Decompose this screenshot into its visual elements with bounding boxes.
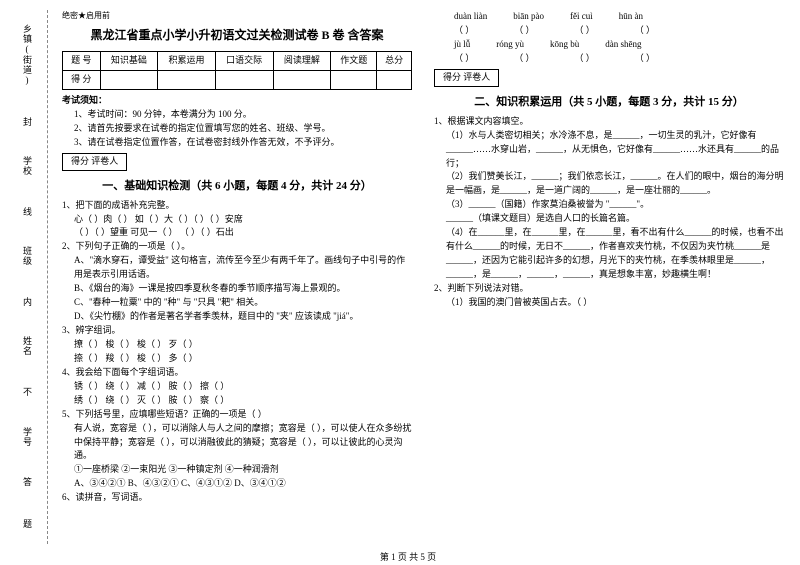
score-blank xyxy=(377,70,412,89)
py8: dàn shēng xyxy=(605,38,641,52)
binding-marker-bu: 不 xyxy=(23,385,32,398)
page-footer: 第 1 页 共 5 页 xyxy=(8,550,800,563)
py2: biān pào xyxy=(513,10,544,24)
binding-marker-xian: 线 xyxy=(23,205,32,218)
score-blank xyxy=(215,70,273,89)
q2-c: C、"春种一粒粟" 中的 "种" 与 "只具 "耙" 相关。 xyxy=(62,296,412,310)
pinyin-row2: jù lǚ róng yù kōng bù dàn shēng xyxy=(434,38,784,52)
s2q1-stem: 1、根据课文内容填空。 xyxy=(434,115,784,129)
score-r2: 得 分 xyxy=(63,70,101,89)
score-blank xyxy=(273,70,331,89)
paren: （ ） xyxy=(635,24,655,38)
paren: （ ） xyxy=(514,52,534,66)
page-container: 乡镇(街道) 封 学校 线 班级 内 姓名 不 学号 答 题 绝密★启用前 黑龙… xyxy=(0,0,800,548)
q2-b: B、《烟台的海》一课是按四季夏秋冬春的季节顺序描写海上景观的。 xyxy=(62,282,412,296)
section1-title: 一、基础知识检测（共 6 小题，每题 4 分，共计 24 分） xyxy=(62,178,412,195)
py7: kōng bù xyxy=(550,38,579,52)
score-h6: 总分 xyxy=(377,51,412,70)
score-h4: 阅读理解 xyxy=(273,51,331,70)
score-h0: 题 号 xyxy=(63,51,101,70)
py6: róng yù xyxy=(496,38,524,52)
binding-marker-feng: 封 xyxy=(23,115,32,128)
binding-label-id: 学号 xyxy=(21,427,34,447)
paren: （ ） xyxy=(635,52,655,66)
q2-stem: 2、下列句子正确的一项是（ ）。 xyxy=(62,240,412,254)
s2q1-i4: ______（填课文题目）是选自人口的长篇名篇。 xyxy=(434,212,784,226)
notice-3: 3、请在试卷指定位置作答，在试卷密封线外作答无效，不予评分。 xyxy=(62,136,412,150)
score-h5: 作文题 xyxy=(331,51,377,70)
s2q1-i2: （2）我们赞美长江，______；我们依恋长江，______。在人们的眼中，烟台… xyxy=(434,170,784,198)
s2q1-i5: （4）在______里，在______里，在______里，看不出有什么____… xyxy=(434,226,784,282)
s2q2-stem: 2、判断下列说法对错。 xyxy=(434,282,784,296)
exam-title: 黑龙江省重点小学小升初语文过关检测试卷 B 卷 含答案 xyxy=(62,26,412,45)
notice-head: 考试须知： xyxy=(62,94,412,108)
q3-line1: 撩（ ） 梭（ ） 梭（ ） 歹（ ） xyxy=(62,338,412,352)
q5-opts: ①一座桥梁 ②一束阳光 ③一种镇定剂 ④一种润滑剂 xyxy=(62,463,412,477)
binding-label-class: 班级 xyxy=(21,246,34,266)
notice-2: 2、请首先按要求在试卷的指定位置填写您的姓名、班级、学号。 xyxy=(62,122,412,136)
py1: duàn liàn xyxy=(454,10,487,24)
py4: hūn àn xyxy=(619,10,643,24)
binding-marker-nei: 内 xyxy=(23,295,32,308)
paren: （ ） xyxy=(575,24,595,38)
q5-stem: 5、下列括号里，应填哪些短语？正确的一项是（ ） xyxy=(62,408,412,422)
q5-a: A、③④②① B、④③②① C、④③①② D、③④①② xyxy=(62,477,412,491)
score-h3: 口语交际 xyxy=(215,51,273,70)
s2q1-i1: （1）水与人类密切相关；水冷涤不息，是______，一切生灵的乳汁，它好像有__… xyxy=(434,129,784,171)
q1-stem: 1、把下面的成语补充完整。 xyxy=(62,199,412,213)
score-blank xyxy=(158,70,216,89)
score-table: 题 号 知识基础 积累运用 口语交际 阅读理解 作文题 总分 得 分 xyxy=(62,51,412,90)
q3-line2: 捺（ ） 羧（ ） 梭（ ） 多（ ） xyxy=(62,352,412,366)
section2-title: 二、知识积累运用（共 5 小题，每题 3 分，共计 15 分） xyxy=(434,94,784,111)
s2q1-i3: （3）______（国籍）作家莫泊桑被誉为 "______"。 xyxy=(434,198,784,212)
secret-label: 绝密★启用前 xyxy=(62,10,412,22)
paren-row2: （ ） （ ） （ ） （ ） xyxy=(434,52,784,66)
q3-stem: 3、辨字组词。 xyxy=(62,324,412,338)
paren-row1: （ ） （ ） （ ） （ ） xyxy=(434,24,784,38)
binding-label-name: 姓名 xyxy=(21,336,34,356)
score-header-row: 题 号 知识基础 积累运用 口语交际 阅读理解 作文题 总分 xyxy=(63,51,412,70)
right-column: duàn liàn biān pào fěi cuì hūn àn （ ） （ … xyxy=(426,10,792,544)
notice-1: 1、考试时间：90 分钟，本卷满分为 100 分。 xyxy=(62,108,412,122)
pinyin-row1: duàn liàn biān pào fěi cuì hūn àn xyxy=(434,10,784,24)
binding-label-xiang: 乡镇(街道) xyxy=(21,24,34,86)
py3: fěi cuì xyxy=(570,10,593,24)
q6-stem: 6、读拼音，写词语。 xyxy=(62,491,412,505)
score-h1: 知识基础 xyxy=(100,51,158,70)
paren: （ ） xyxy=(454,52,474,66)
q4-line1: 锈（ ） 绕（ ） 减（ ） 胺（ ） 擦（ ） xyxy=(62,380,412,394)
scorer-box-right: 得分 评卷人 xyxy=(434,69,499,87)
q4-line2: 绣（ ） 绕（ ） 灭（ ） 胺（ ） 察（ ） xyxy=(62,394,412,408)
scorer-box-left: 得分 评卷人 xyxy=(62,153,127,171)
paren: （ ） xyxy=(454,24,474,38)
score-blank xyxy=(331,70,377,89)
paren: （ ） xyxy=(575,52,595,66)
left-column: 绝密★启用前 黑龙江省重点小学小升初语文过关检测试卷 B 卷 含答案 题 号 知… xyxy=(54,10,420,544)
q2-a: A、"滴水穿石，谭受益" 这句格言，流传至今至少有两千年了。画线句子中引号的作用… xyxy=(62,254,412,282)
q5-body: 有人说，宽容是（ ），可以消除人与人之间的摩擦；宽容是（ ），可以使人在众多纷扰… xyxy=(62,422,412,464)
binding-marker-da: 答 xyxy=(23,475,32,488)
binding-label-school: 学校 xyxy=(21,156,34,176)
binding-marker-ti: 题 xyxy=(23,517,32,530)
paren: （ ） xyxy=(514,24,534,38)
q4-stem: 4、我会给下面每个字组词语。 xyxy=(62,366,412,380)
q2-d: D、《尖竹棚》的作者是著名学者季羡林，题目中的 "夹" 应该读成 "jiá"。 xyxy=(62,310,412,324)
score-value-row: 得 分 xyxy=(63,70,412,89)
q1-line1: 心（ ）肉（ ） 如（ ）大（ ）（ ）（ ）安席 xyxy=(62,213,412,227)
score-h2: 积累运用 xyxy=(158,51,216,70)
score-blank xyxy=(100,70,158,89)
binding-column: 乡镇(街道) 封 学校 线 班级 内 姓名 不 学号 答 题 xyxy=(8,10,48,544)
s2q2-i1: （1）我国的澳门曾被英国占去。（ ） xyxy=(434,296,784,310)
py5: jù lǚ xyxy=(454,38,470,52)
q1-line2: （ ）（ ）望重 可见一（ ） （ ）（ ）石出 xyxy=(62,226,412,240)
